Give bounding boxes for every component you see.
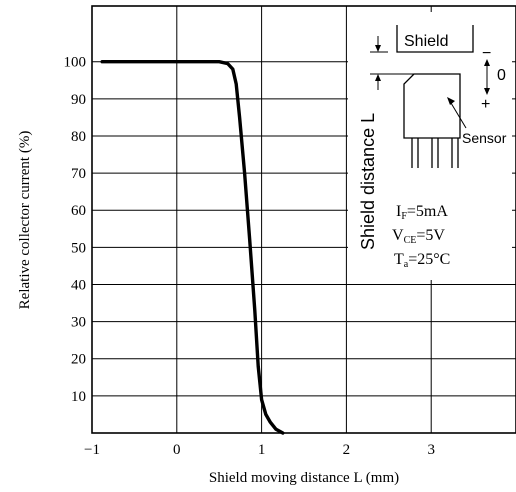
sensor-body bbox=[403, 73, 461, 139]
zero-label: 0 bbox=[497, 67, 506, 84]
x-tick-label: 2 bbox=[343, 442, 351, 458]
distance-arrow-head-top bbox=[375, 45, 381, 52]
distance-arrow-head-bottom bbox=[375, 74, 381, 81]
condition-vce: VCE=5V bbox=[392, 227, 445, 246]
y-tick-label: 70 bbox=[71, 166, 86, 182]
sensor-pointer-arrow bbox=[447, 97, 455, 105]
x-tick-labels: −1 0 1 2 3 bbox=[84, 442, 435, 458]
shield-label: Shield bbox=[404, 33, 448, 50]
y-tick-label: 30 bbox=[71, 315, 86, 331]
series-line bbox=[100, 60, 285, 435]
x-tick-label: −1 bbox=[84, 442, 100, 458]
sensor-pointer-line bbox=[450, 102, 467, 129]
y-axis-label: Relative collector current (%) bbox=[17, 131, 33, 310]
y-tick-labels: 10 20 30 40 50 60 70 80 90 100 bbox=[64, 55, 87, 405]
x-axis-label: Shield moving distance L (mm) bbox=[209, 470, 399, 486]
condition-ta: Ta=25°C bbox=[394, 251, 450, 270]
motion-arrow-head-up bbox=[484, 59, 490, 66]
y-tick-label: 90 bbox=[71, 92, 86, 108]
y-tick-label: 100 bbox=[64, 55, 87, 71]
y-tick-label: 50 bbox=[71, 240, 86, 256]
y-tick-label: 40 bbox=[71, 277, 86, 293]
condition-if: IF=5mA bbox=[396, 203, 448, 222]
motion-arrow-head-down bbox=[484, 88, 490, 95]
y-tick-label: 60 bbox=[71, 203, 86, 219]
x-tick-label: 1 bbox=[258, 442, 266, 458]
y-tick-label: 80 bbox=[71, 129, 86, 145]
plot-frame bbox=[91, 5, 516, 434]
y-tick-label: 10 bbox=[71, 389, 86, 405]
inset-diagram: Shield Shield distance L − 0 + Sensor IF… bbox=[348, 12, 512, 280]
x-tick-label: 0 bbox=[173, 442, 181, 458]
shield-outline bbox=[396, 25, 474, 53]
inset-background bbox=[348, 12, 512, 280]
sensor-label: Sensor bbox=[462, 130, 507, 146]
y-tick-label: 20 bbox=[71, 352, 86, 368]
x-tick-label: 3 bbox=[427, 442, 435, 458]
plus-sign: + bbox=[481, 96, 490, 113]
shield-distance-label: Shield distance L bbox=[358, 113, 378, 250]
minus-sign: − bbox=[482, 45, 491, 62]
